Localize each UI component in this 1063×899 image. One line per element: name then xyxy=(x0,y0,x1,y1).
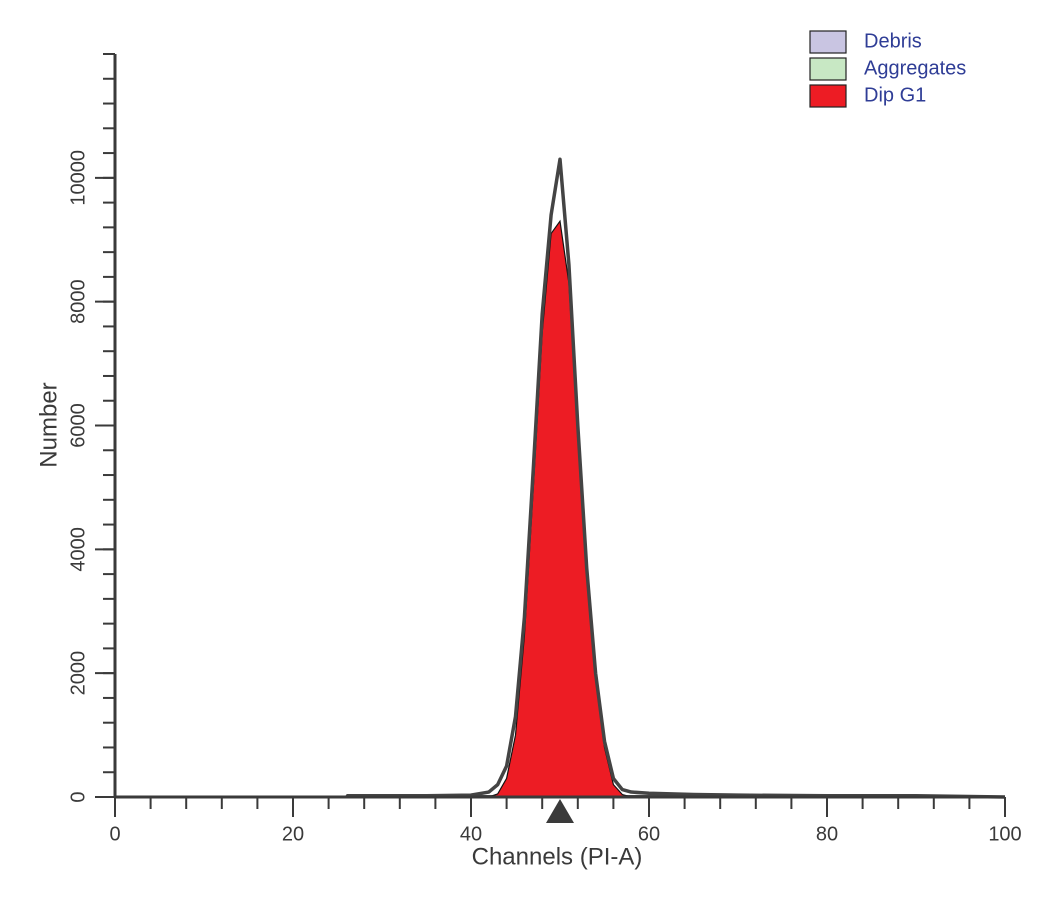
y-tick-label: 2000 xyxy=(67,651,89,696)
y-tick-label: 8000 xyxy=(67,279,89,324)
x-tick-label: 80 xyxy=(816,823,838,845)
y-tick-label: 0 xyxy=(67,791,89,802)
legend-label: Aggregates xyxy=(864,57,966,79)
legend-swatch xyxy=(809,30,847,54)
y-axis-title: Number xyxy=(35,382,62,467)
x-tick-label: 40 xyxy=(460,823,482,845)
x-tick-label: 0 xyxy=(109,823,120,845)
legend-label: Dip G1 xyxy=(864,84,926,106)
x-tick-label: 60 xyxy=(638,823,660,845)
histogram-line xyxy=(346,157,1006,799)
legend-swatch xyxy=(809,84,847,108)
area-2 xyxy=(346,219,1005,798)
x-tick-label: 100 xyxy=(988,823,1021,845)
y-tick-label: 10000 xyxy=(67,150,89,206)
legend-label: Debris xyxy=(864,30,922,52)
x-axis-title: Channels (PI-A) xyxy=(472,843,643,870)
peak-marker xyxy=(546,799,574,823)
x-tick-label: 20 xyxy=(282,823,304,845)
y-tick-label: 4000 xyxy=(67,527,89,572)
legend-swatch xyxy=(809,57,847,81)
y-tick-label: 6000 xyxy=(67,403,89,448)
